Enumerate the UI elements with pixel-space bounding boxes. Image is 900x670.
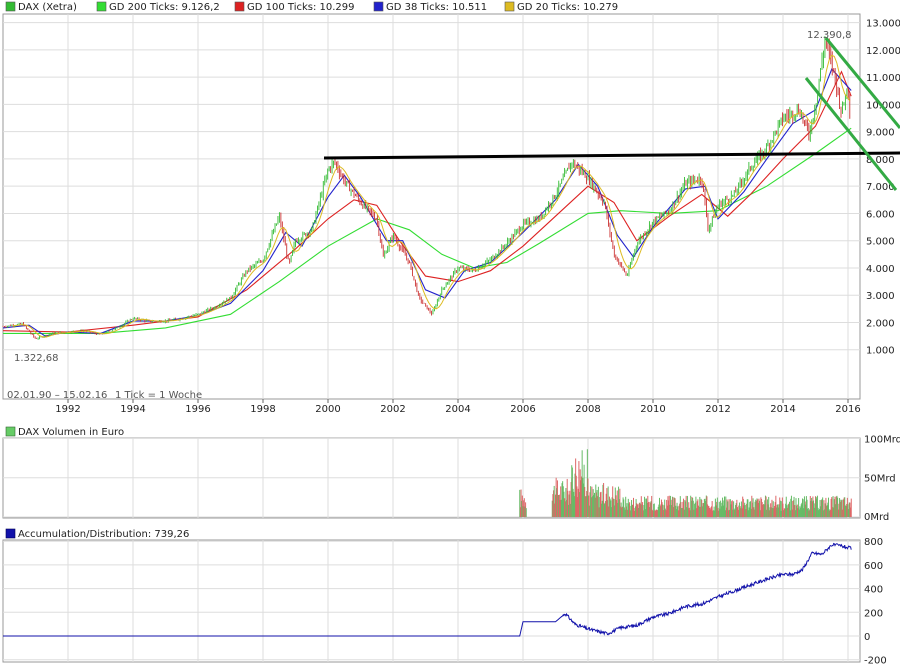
- ad-y-tick-label: -200: [864, 656, 887, 667]
- tick-label: 1 Tick = 1 Woche: [115, 390, 202, 401]
- legend-label: GD 20 Ticks: 10.279: [517, 2, 618, 13]
- y-tick-label: 13.000: [866, 19, 900, 30]
- x-tick-label: 2006: [510, 404, 535, 415]
- volume-panel-title: DAX Volumen in Euro: [18, 427, 124, 438]
- ad-grid: [3, 540, 860, 662]
- y-tick-label: 7.000: [866, 182, 895, 193]
- price-panel-frame: [2, 13, 861, 400]
- volume-legend-swatch: [5, 426, 16, 437]
- y-tick-label: 3.000: [866, 291, 895, 302]
- series-line-gd-20-ticks: [12, 54, 851, 338]
- price-x-ticks: 1992 1994 1996 1998 2000 2002 2004 2006 2008 2010…: [55, 399, 861, 415]
- volume-y-tick-label: 50Mrd: [864, 474, 896, 485]
- x-tick-label: 2004: [445, 404, 470, 415]
- legend-swatch: [504, 1, 515, 12]
- x-tick-label: 1998: [250, 404, 275, 415]
- y-tick-label: 1.000: [866, 346, 895, 357]
- ad-y-tick-label: 200: [864, 608, 883, 619]
- legend-swatch: [5, 1, 16, 12]
- x-tick-label: 1992: [55, 404, 80, 415]
- price-grid: [3, 14, 860, 399]
- ad-panel-frame: [2, 539, 861, 663]
- volume-y-ticks: 100Mrd 50Mrd 0Mrd: [864, 434, 900, 523]
- legend-label: GD 200 Ticks: 9.126,2: [109, 2, 220, 13]
- ad-y-ticks: 800 600 400 200 0 -200: [864, 537, 887, 667]
- x-tick-label: 2010: [640, 404, 665, 415]
- channel-upper-line: [824, 37, 900, 129]
- range-label: 02.01.90 – 15.02.16: [7, 390, 107, 401]
- y-tick-label: 12.000: [866, 46, 900, 57]
- x-tick-label: 2014: [770, 404, 795, 415]
- ad-y-tick-label: 600: [864, 561, 883, 572]
- y-tick-label: 2.000: [866, 318, 895, 329]
- legend-label: GD 38 Ticks: 10.511: [386, 2, 487, 13]
- ad-series: [3, 542, 852, 637]
- price-candles: [2, 36, 851, 340]
- y-tick-label: 8.000: [866, 155, 895, 166]
- x-tick-label: 2000: [315, 404, 340, 415]
- x-tick-label: 2012: [705, 404, 730, 415]
- ad-y-tick-label: 800: [864, 537, 883, 548]
- legend-swatch: [96, 1, 107, 12]
- high-label: 12.390,8: [807, 30, 852, 41]
- series-line-gd-100-ticks: [2, 70, 852, 333]
- horizontal-trendline: [323, 151, 900, 160]
- low-label: 1.322,68: [14, 353, 59, 364]
- volume-y-tick-label: 100Mrd: [864, 434, 900, 445]
- x-tick-label: 2002: [380, 404, 405, 415]
- x-tick-label: 2008: [575, 404, 600, 415]
- volume-y-tick-label: 0Mrd: [864, 512, 889, 523]
- price-series: [2, 36, 852, 340]
- ad-y-tick-label: 400: [864, 585, 883, 596]
- volume-bars: [519, 449, 852, 517]
- x-tick-label: 1994: [120, 404, 145, 415]
- legend-label: DAX (Xetra): [18, 2, 77, 13]
- ad-panel-title: Accumulation/Distribution: 739,26: [18, 529, 189, 540]
- y-tick-label: 11.000: [866, 73, 900, 84]
- ad-legend-swatch: [5, 528, 16, 539]
- y-tick-label: 4.000: [866, 264, 895, 275]
- y-tick-label: 5.000: [866, 237, 895, 248]
- ad-y-tick-label: 0: [864, 632, 870, 643]
- y-tick-label: 6.000: [866, 209, 895, 220]
- y-tick-label: 9.000: [866, 128, 895, 139]
- ad-line: [3, 542, 852, 637]
- legend-swatch: [373, 1, 384, 12]
- trend-lines: [323, 37, 900, 191]
- x-tick-label: 2016: [835, 404, 860, 415]
- channel-lower-line: [804, 77, 898, 191]
- legend-label: GD 100 Ticks: 10.299: [247, 2, 355, 13]
- x-tick-label: 1996: [185, 404, 210, 415]
- legend: DAX (Xetra) GD 200 Ticks: 9.126,2 GD 100 T…: [5, 1, 618, 13]
- legend-swatch: [234, 1, 245, 12]
